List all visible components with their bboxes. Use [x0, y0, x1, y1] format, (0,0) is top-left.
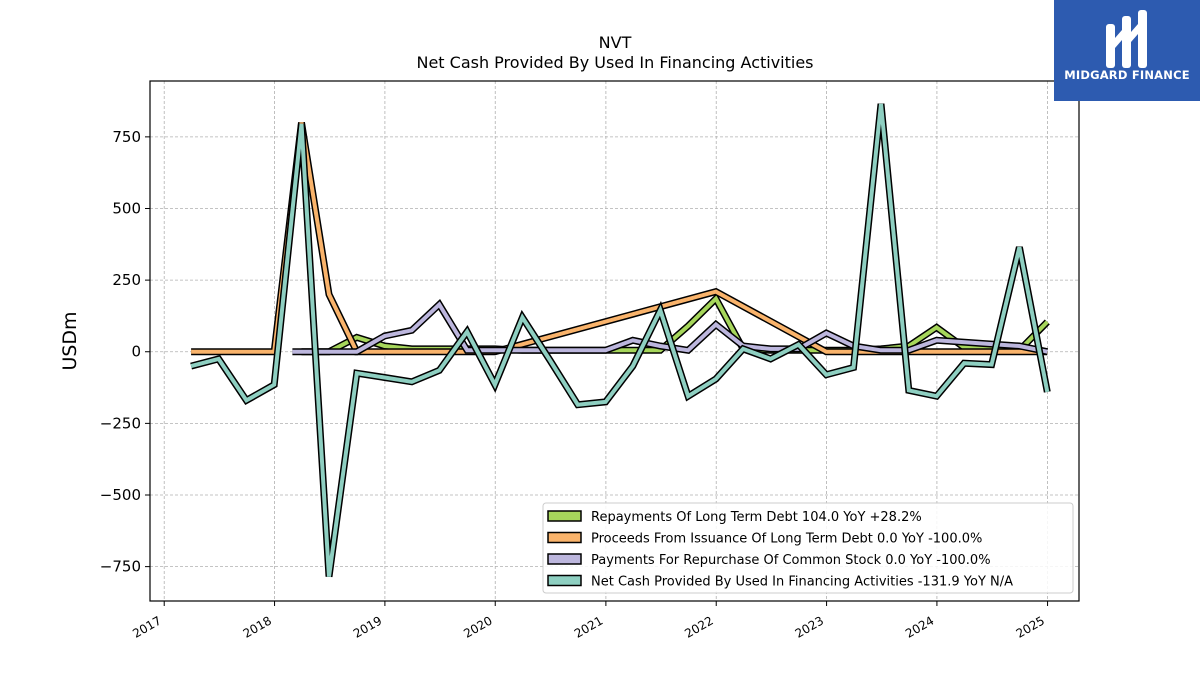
y-tick-label: −500 — [100, 486, 141, 504]
y-axis-label: USDm — [59, 311, 81, 370]
logo-mark-icon — [1106, 10, 1147, 68]
series-line — [292, 301, 1048, 354]
series-lines — [190, 103, 1051, 578]
legend: Repayments Of Long Term Debt 104.0 YoY +… — [542, 502, 1074, 594]
series-line — [190, 103, 1050, 577]
x-tick-label: 2022 — [682, 613, 715, 640]
legend-label: Net Cash Provided By Used In Financing A… — [591, 575, 1013, 590]
x-tick-label: 2020 — [461, 613, 494, 640]
legend-label: Payments For Repurchase Of Common Stock … — [591, 553, 991, 568]
legend-label: Repayments Of Long Term Debt 104.0 YoY +… — [591, 510, 922, 525]
series-line — [191, 122, 1048, 354]
brand-logo: MIDGARD FINANCE — [1054, 0, 1200, 101]
chart-title: NVT — [599, 33, 632, 52]
x-tick-label: 2025 — [1014, 613, 1047, 640]
legend-box — [542, 502, 1074, 594]
x-tick-label: 2017 — [130, 613, 163, 640]
y-tick-label: 250 — [112, 271, 141, 289]
series-2 — [191, 121, 1048, 356]
y-tick-label: −250 — [100, 414, 141, 432]
plot-frame — [149, 80, 1080, 602]
logo-text: MIDGARD FINANCE — [1064, 68, 1190, 82]
legend-swatch — [547, 574, 582, 587]
y-tick-label: 0 — [131, 343, 141, 361]
legend-label: Proceeds From Issuance Of Long Term Debt… — [591, 532, 982, 547]
x-tick-label: 2023 — [793, 613, 826, 640]
x-tick-label: 2019 — [351, 613, 384, 640]
series-3 — [292, 298, 1049, 356]
legend-swatch — [547, 553, 582, 565]
y-tick-label: 750 — [112, 128, 141, 146]
legend-swatch — [547, 531, 582, 544]
y-tick-label: 500 — [112, 199, 141, 217]
chart-subtitle: Net Cash Provided By Used In Financing A… — [416, 53, 813, 72]
y-tick-label: −750 — [100, 558, 141, 576]
series-4 — [190, 103, 1051, 578]
x-tick-label: 2024 — [903, 613, 936, 640]
x-tick-label: 2021 — [572, 613, 605, 640]
x-tick-label: 2018 — [241, 613, 274, 640]
legend-swatch — [547, 510, 582, 522]
